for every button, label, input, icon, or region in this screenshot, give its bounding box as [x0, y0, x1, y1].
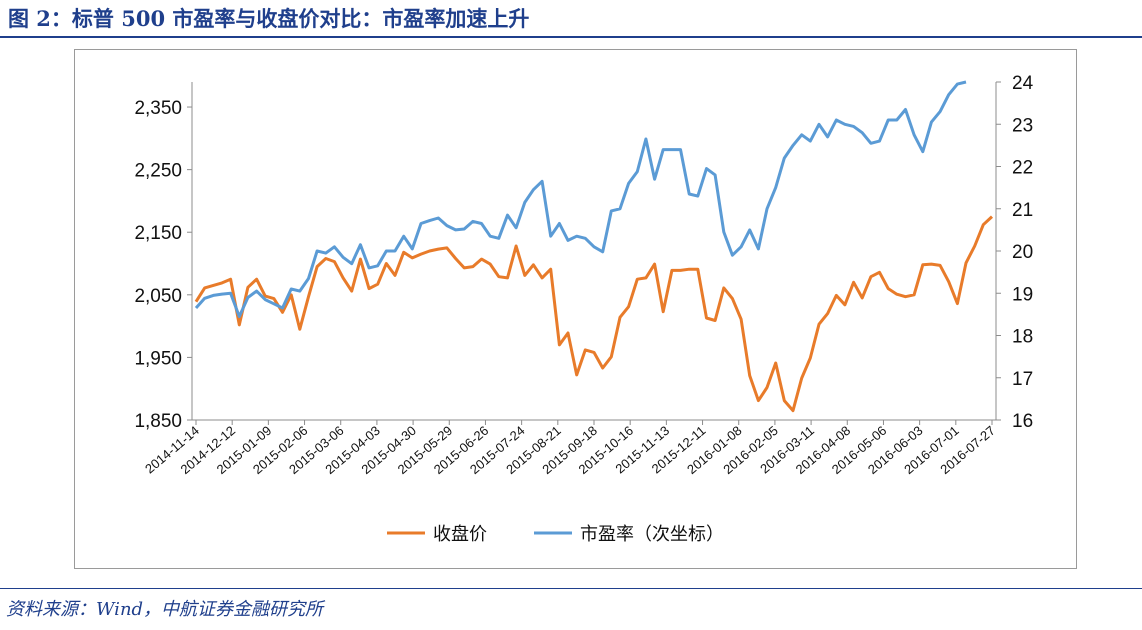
- y-right-tick-label: 16: [1012, 411, 1033, 432]
- source-note: 资料来源：Wind，中航证券金融研究所: [6, 599, 324, 620]
- y-right-tick-label: 19: [1012, 284, 1033, 305]
- y-right-tick-label: 23: [1012, 115, 1033, 136]
- y-left-tick-label: 1,950: [134, 348, 182, 369]
- close-price-line: [194, 215, 994, 413]
- y-left-tick-label: 2,250: [134, 161, 182, 182]
- chart-axes: 1,850 1,950 2,050 2,150 2,250 2,350 16 17 18 19 20…: [134, 73, 1033, 477]
- y-right-tick-label: 21: [1012, 200, 1033, 221]
- chart-title: 图 2：标普 500 市盈率与收盘价对比：市盈率加速上升: [8, 6, 530, 31]
- legend-label: 收盘价: [433, 524, 487, 545]
- legend-label: 市盈率（次坐标）: [580, 524, 724, 545]
- y-left-tick-label: 2,150: [134, 223, 182, 244]
- y-left-tick-label: 1,850: [134, 411, 182, 432]
- chart-series: [194, 80, 994, 413]
- y-right-tick-label: 17: [1012, 369, 1033, 390]
- y-right-tick-label: 20: [1012, 242, 1033, 263]
- pe-ratio-line: [194, 80, 967, 318]
- y-right-tick-label: 22: [1012, 158, 1033, 179]
- source-divider: [0, 588, 1142, 589]
- y-left-tick-label: 2,050: [134, 286, 182, 307]
- y-left-tick-label: 2,350: [134, 98, 182, 119]
- title-divider: [0, 36, 1142, 38]
- y-right-tick-label: 18: [1012, 327, 1033, 348]
- chart-legend: 收盘价 市盈率（次坐标）: [387, 524, 724, 545]
- y-right-tick-label: 24: [1012, 73, 1034, 94]
